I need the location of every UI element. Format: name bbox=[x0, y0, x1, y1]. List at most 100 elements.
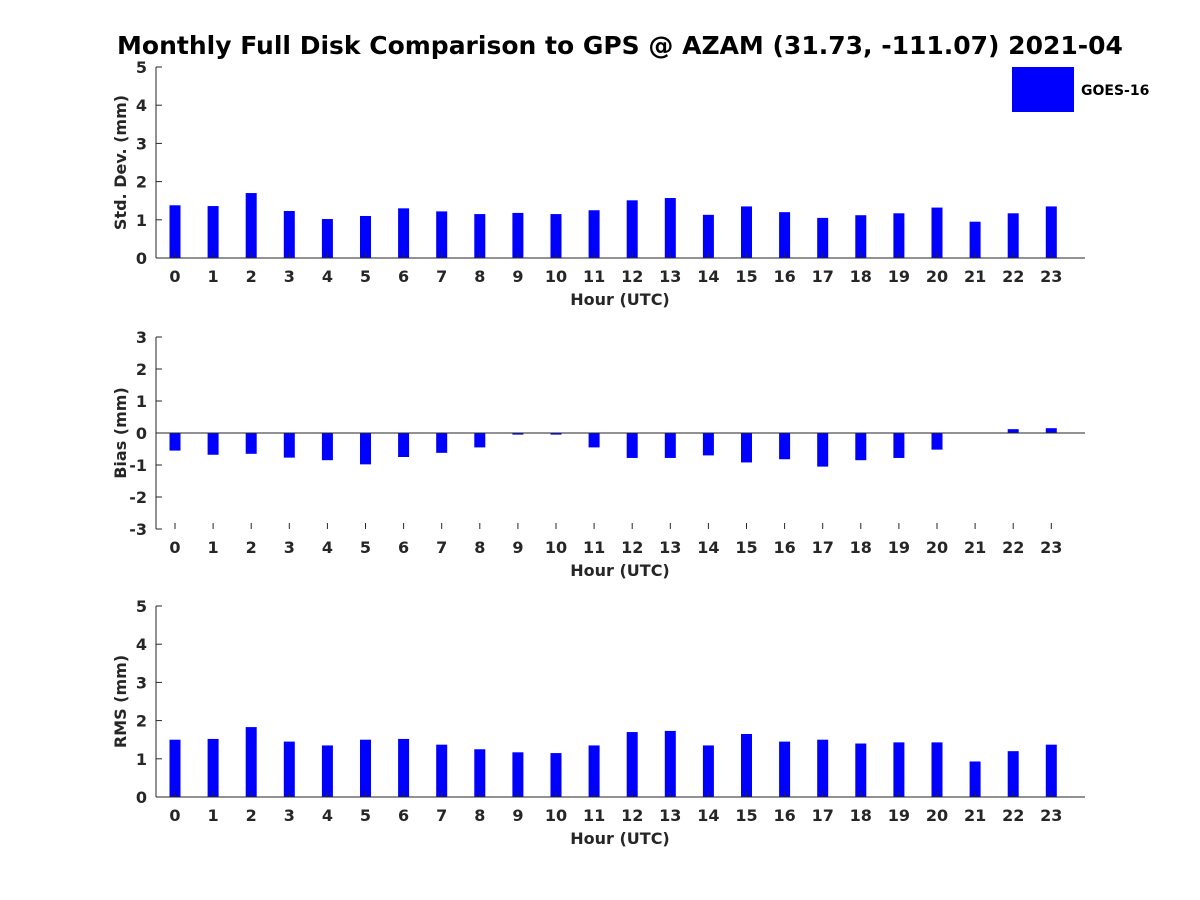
bar-2-hour-8 bbox=[474, 749, 486, 797]
x-tick-label: 3 bbox=[284, 267, 295, 286]
y-tick-label: 4 bbox=[136, 96, 147, 115]
x-tick-label: 0 bbox=[169, 806, 180, 825]
bar-2-hour-10 bbox=[550, 753, 562, 797]
bar-0-hour-21 bbox=[969, 221, 981, 258]
x-tick-label: 15 bbox=[735, 267, 757, 286]
x-tick-label: 9 bbox=[512, 806, 523, 825]
x-tick-label: 7 bbox=[436, 538, 447, 557]
x-tick-label: 3 bbox=[284, 538, 295, 557]
bar-1-hour-16 bbox=[779, 433, 791, 460]
x-tick-label: 13 bbox=[659, 538, 681, 557]
bar-2-hour-12 bbox=[626, 732, 638, 797]
x-tick-label: 6 bbox=[398, 538, 409, 557]
x-tick-label: 10 bbox=[545, 538, 567, 557]
x-tick-label: 15 bbox=[735, 806, 757, 825]
x-tick-label: 14 bbox=[697, 806, 719, 825]
bar-0-hour-13 bbox=[664, 198, 676, 258]
x-tick-label: 22 bbox=[1002, 267, 1024, 286]
bar-2-hour-11 bbox=[588, 745, 600, 797]
x-tick-label: 15 bbox=[735, 538, 757, 557]
bar-1-hour-6 bbox=[398, 433, 410, 457]
bar-1-hour-19 bbox=[893, 433, 905, 458]
x-tick-label: 1 bbox=[208, 538, 219, 557]
x-tick-label: 21 bbox=[964, 538, 986, 557]
x-tick-label: 8 bbox=[474, 806, 485, 825]
x-tick-label: 22 bbox=[1002, 538, 1024, 557]
y-tick-label: 5 bbox=[136, 58, 147, 77]
bar-0-hour-7 bbox=[436, 211, 448, 258]
x-tick-label: 10 bbox=[545, 806, 567, 825]
x-tick-label: 23 bbox=[1040, 806, 1062, 825]
bar-0-hour-23 bbox=[1045, 206, 1057, 258]
y-tick-label: 1 bbox=[136, 750, 147, 769]
bar-2-hour-7 bbox=[436, 744, 448, 797]
legend-swatch bbox=[1012, 67, 1074, 112]
x-tick-label: 17 bbox=[812, 806, 834, 825]
x-tick-label: 13 bbox=[659, 267, 681, 286]
y-tick-label: 1 bbox=[136, 211, 147, 230]
y-tick-label: -3 bbox=[129, 520, 147, 539]
bar-0-hour-0 bbox=[169, 205, 181, 258]
x-axis-label: Hour (UTC) bbox=[570, 829, 670, 848]
bar-1-hour-13 bbox=[664, 433, 676, 458]
bar-2-hour-21 bbox=[969, 761, 981, 797]
bar-2-hour-13 bbox=[664, 730, 676, 797]
bar-0-hour-1 bbox=[207, 206, 219, 258]
bar-1-hour-23 bbox=[1045, 428, 1057, 433]
x-tick-label: 12 bbox=[621, 538, 643, 557]
x-tick-label: 16 bbox=[773, 806, 795, 825]
x-tick-label: 17 bbox=[812, 267, 834, 286]
x-tick-label: 18 bbox=[850, 267, 872, 286]
bar-2-hour-23 bbox=[1045, 744, 1057, 797]
y-tick-label: 2 bbox=[136, 360, 147, 379]
x-tick-label: 2 bbox=[246, 538, 257, 557]
x-tick-label: 9 bbox=[512, 267, 523, 286]
bar-0-hour-5 bbox=[360, 215, 371, 258]
bar-2-hour-5 bbox=[360, 739, 371, 797]
bar-0-hour-12 bbox=[626, 200, 638, 258]
x-tick-label: 23 bbox=[1040, 267, 1062, 286]
x-tick-label: 12 bbox=[621, 267, 643, 286]
y-tick-label: 4 bbox=[136, 635, 147, 654]
bar-1-hour-1 bbox=[207, 433, 219, 455]
x-tick-label: 8 bbox=[474, 538, 485, 557]
y-tick-label: 0 bbox=[136, 249, 147, 268]
legend: GOES-16 bbox=[1012, 67, 1149, 112]
y-tick-label: 3 bbox=[136, 673, 147, 692]
legend-label: GOES-16 bbox=[1081, 83, 1149, 99]
x-tick-label: 17 bbox=[812, 538, 834, 557]
bar-1-hour-7 bbox=[436, 433, 448, 453]
bar-2-hour-9 bbox=[512, 752, 524, 797]
x-tick-label: 12 bbox=[621, 806, 643, 825]
bar-1-hour-0 bbox=[169, 433, 181, 451]
y-axis-label: RMS (mm) bbox=[111, 655, 130, 748]
bar-0-hour-10 bbox=[550, 214, 562, 258]
bar-0-hour-6 bbox=[398, 208, 410, 258]
y-tick-label: 3 bbox=[136, 134, 147, 153]
y-axis-label: Bias (mm) bbox=[111, 387, 130, 479]
y-tick-label: 2 bbox=[136, 173, 147, 192]
bar-0-hour-19 bbox=[893, 213, 905, 258]
x-tick-label: 11 bbox=[583, 806, 605, 825]
x-tick-label: 2 bbox=[246, 267, 257, 286]
x-tick-label: 7 bbox=[436, 806, 447, 825]
y-tick-label: -1 bbox=[129, 456, 147, 475]
bar-0-hour-9 bbox=[512, 212, 524, 258]
x-tick-label: 6 bbox=[398, 267, 409, 286]
bar-2-hour-4 bbox=[321, 745, 333, 797]
x-tick-label: 14 bbox=[697, 267, 719, 286]
x-tick-label: 6 bbox=[398, 806, 409, 825]
x-tick-label: 2 bbox=[246, 806, 257, 825]
x-tick-label: 5 bbox=[360, 806, 371, 825]
y-tick-label: -2 bbox=[129, 488, 147, 507]
bar-2-hour-6 bbox=[398, 738, 410, 797]
x-tick-label: 7 bbox=[436, 267, 447, 286]
y-tick-label: 2 bbox=[136, 712, 147, 731]
x-tick-label: 19 bbox=[888, 267, 910, 286]
bar-1-hour-8 bbox=[474, 433, 486, 448]
bar-2-hour-3 bbox=[283, 741, 295, 797]
x-tick-label: 4 bbox=[322, 267, 333, 286]
x-tick-label: 22 bbox=[1002, 806, 1024, 825]
